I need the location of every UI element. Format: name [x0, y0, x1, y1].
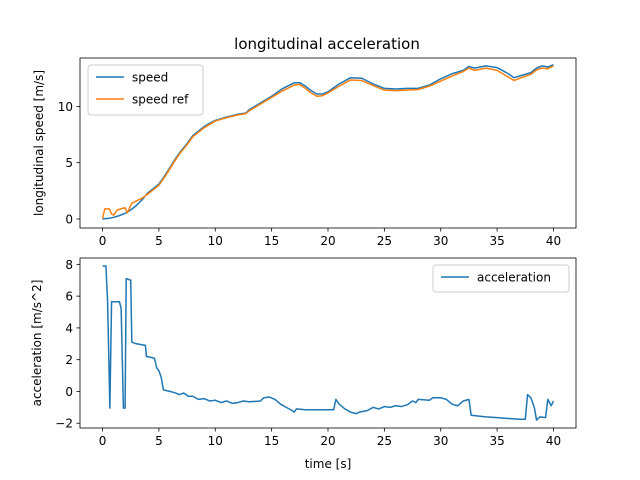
- x-tick-label: 35: [489, 234, 504, 248]
- series-line-acceleration: [102, 265, 555, 421]
- y-tick-label: 0: [65, 385, 73, 399]
- x-tick-label: 20: [320, 234, 335, 248]
- legend-label: speed ref: [132, 93, 189, 107]
- x-tick-label: 5: [155, 434, 163, 448]
- x-tick-label: 35: [489, 434, 504, 448]
- series-line-speed: [102, 64, 554, 220]
- x-axis-label: time [s]: [305, 457, 352, 471]
- speed-subplot: 05101520253035400510time [s]longitudinal…: [32, 57, 577, 271]
- x-tick-label: 30: [433, 434, 448, 448]
- y-tick-label: 2: [65, 353, 73, 367]
- y-tick-label: −2: [55, 417, 73, 431]
- x-tick-label: 40: [546, 434, 561, 448]
- x-tick-label: 25: [377, 434, 392, 448]
- legend-label: speed: [132, 71, 168, 85]
- x-tick-label: 15: [264, 434, 279, 448]
- x-tick-label: 15: [264, 234, 279, 248]
- x-tick-label: 10: [208, 434, 223, 448]
- x-tick-label: 0: [99, 234, 107, 248]
- x-tick-label: 30: [433, 234, 448, 248]
- series-line-speed-ref: [101, 65, 554, 219]
- legend-label: acceleration: [477, 271, 551, 285]
- legend-box: [432, 264, 570, 293]
- chart-title: longitudinal acceleration: [234, 35, 420, 53]
- x-tick-label: 0: [99, 434, 107, 448]
- x-tick-label: 5: [155, 234, 163, 248]
- x-tick-label: 10: [208, 234, 223, 248]
- y-tick-label: 5: [65, 156, 73, 170]
- x-tick-label: 40: [546, 234, 561, 248]
- y-tick-label: 0: [65, 212, 73, 226]
- x-tick-label: 20: [320, 434, 335, 448]
- y-tick-label: 10: [58, 100, 73, 114]
- acceleration-subplot: 0 5 10 15 20 25 30 35 40 −2 0 2 4 6 8 time [s] accelerat…: [30, 257, 577, 471]
- y-tick-label: 6: [65, 290, 73, 304]
- y-tick-label: 8: [65, 258, 73, 272]
- y-axis-label: acceleration [m/s^2]: [30, 280, 44, 407]
- y-tick-label: 4: [65, 321, 73, 335]
- y-axis-label: longitudinal speed [m/s]: [32, 70, 46, 216]
- x-tick-label: 25: [377, 234, 392, 248]
